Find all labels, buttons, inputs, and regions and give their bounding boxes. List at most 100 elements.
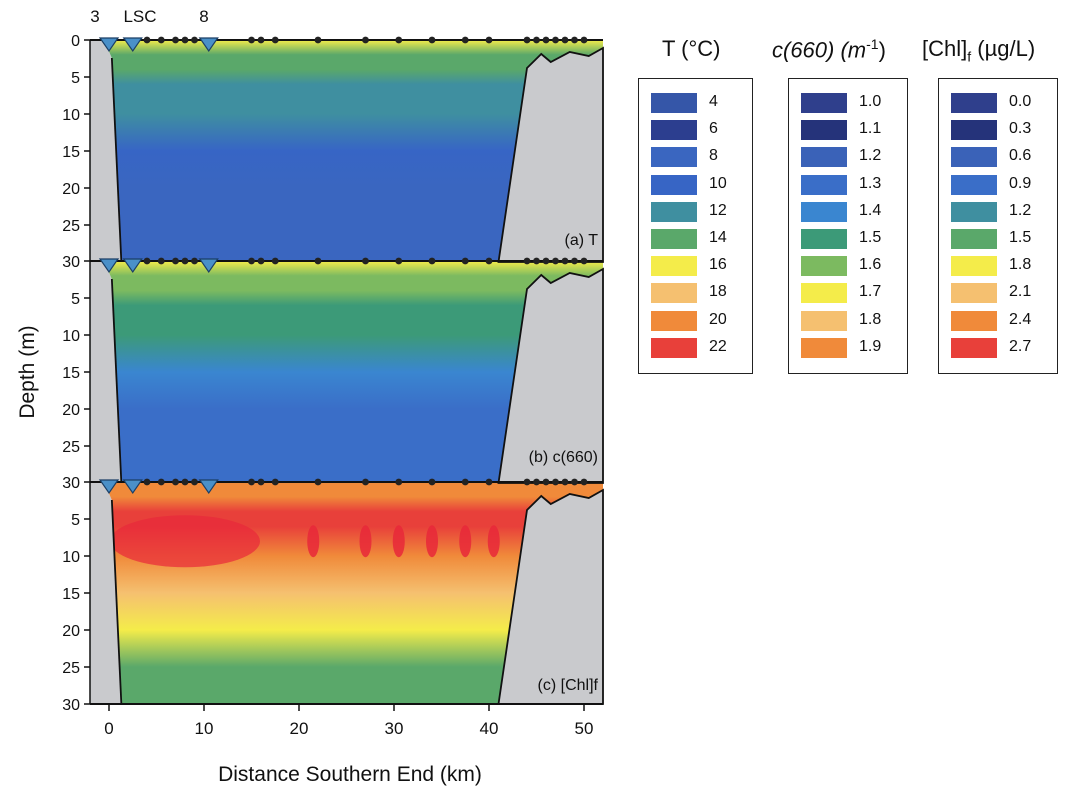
station-triangle: [198, 37, 219, 53]
panel-a-label: (a) T: [565, 232, 599, 249]
station-dot: [542, 478, 550, 486]
station-triangle: [198, 258, 219, 274]
y-tick-label: 15: [62, 586, 80, 603]
legend-swatch: [951, 310, 997, 331]
y-tick-label: 30: [62, 475, 80, 492]
legend-title-c660: c(660) (m-1): [772, 36, 886, 63]
y-axis-title: Depth (m): [16, 325, 39, 418]
legend-value-label: 2.4: [1009, 310, 1032, 328]
legend-value-label: 4: [709, 93, 718, 110]
legend-value-label: 18: [709, 283, 727, 301]
legend-title-chl: [Chl]f (µg/L): [922, 36, 1035, 64]
station-triangle: [98, 258, 120, 274]
legend-value-label: 6: [709, 120, 718, 138]
legend-value-label: 0.0: [1009, 93, 1032, 110]
station-markers: [98, 36, 588, 495]
legend-swatch: [651, 337, 697, 358]
x-tick-label: 30: [385, 719, 404, 738]
legend-chl: 0.0 0.3 0.6 0.9 1.2 1.5 1.8 2.1 2.4 2.7: [938, 78, 1058, 374]
station-dot: [271, 478, 279, 486]
land-left-edge-2: [110, 499, 123, 705]
legend-swatch: [651, 256, 697, 277]
station-triangle: [98, 37, 120, 53]
land-masks: [90, 40, 604, 705]
station-dot: [561, 478, 569, 486]
station-triangle: [98, 479, 120, 495]
station-dot: [580, 257, 588, 265]
station-dot: [561, 36, 569, 44]
station-dot: [191, 257, 198, 265]
y-tick-label: 15: [62, 365, 80, 382]
station-dot: [157, 478, 165, 486]
station-label-3: 3: [90, 7, 99, 26]
legend-value-label: 8: [709, 147, 718, 165]
station-dot: [552, 36, 559, 44]
station-dot: [271, 36, 279, 44]
station-dot: [191, 36, 198, 44]
y-tick-label: 25: [62, 439, 80, 456]
legend-value-label: 22: [709, 337, 727, 355]
station-dot: [485, 478, 493, 486]
legend-title-c660-end: ): [878, 37, 886, 63]
legend-value-label: 14: [709, 229, 727, 246]
station-dot: [271, 257, 279, 265]
legend-swatch: [651, 283, 697, 304]
legend-title-chl-end: (µg/L): [971, 36, 1036, 61]
chl-hotspot: [307, 525, 320, 558]
station-dot: [552, 478, 559, 486]
station-dot: [485, 36, 493, 44]
station-dot: [257, 257, 265, 265]
legend-swatch: [951, 283, 997, 304]
legend-value-label: 12: [709, 201, 727, 219]
legend-swatch: [951, 201, 997, 222]
legend-value-label: 2.1: [1009, 283, 1032, 301]
legend-title-chl-sub: f: [967, 48, 972, 65]
station-dot: [181, 478, 189, 486]
legend-title-c660-main: c(660) (m: [772, 37, 867, 63]
station-dot: [580, 36, 588, 44]
x-tick-label: 10: [195, 719, 214, 738]
legend-value-label: 0.9: [1009, 174, 1032, 192]
legend-title-t: T (°C): [662, 36, 721, 61]
y-tick-label: 20: [62, 402, 80, 419]
chl-hotspot: [487, 525, 500, 558]
legend-swatch: [951, 337, 997, 358]
station-dot: [571, 478, 578, 486]
y-tick-label: 25: [62, 660, 80, 677]
legend-swatch: [651, 120, 697, 141]
legend-swatch: [801, 147, 847, 168]
legend-value-label: 1.9: [859, 337, 882, 355]
station-dot: [314, 36, 322, 44]
legend-swatch: [801, 310, 847, 331]
legend-swatch: [651, 201, 697, 222]
legend-swatch: [951, 147, 997, 168]
legend-swatch: [651, 174, 697, 195]
station-dot: [257, 36, 265, 44]
legend-swatch: [951, 93, 997, 113]
station-dot: [191, 478, 198, 486]
legend-value-label: 1.8: [1009, 256, 1032, 274]
station-dot: [143, 478, 151, 486]
chl-hotspot: [359, 525, 372, 558]
station-dot: [181, 36, 189, 44]
legend-value-label: 1.0: [859, 93, 882, 110]
land-right-2: [497, 488, 604, 705]
station-dot: [552, 257, 559, 265]
legend-swatch: [801, 174, 847, 195]
legend-c660: 1.0 1.1 1.2 1.3 1.4 1.5 1.6 1.7 1.8 1.9: [788, 78, 908, 374]
station-dot: [461, 257, 469, 265]
station-dot: [523, 478, 531, 486]
legend-swatch: [651, 229, 697, 249]
legend-swatch: [801, 120, 847, 141]
land-right-0: [497, 46, 604, 263]
legend-value-label: 1.3: [859, 174, 882, 192]
station-dot: [143, 36, 151, 44]
legend-swatch: [651, 310, 697, 331]
y-tick-label: 10: [62, 328, 80, 345]
land-left-edge-0: [110, 57, 123, 263]
station-dot: [172, 478, 179, 486]
station-dot: [561, 257, 569, 265]
station-dot: [172, 257, 179, 265]
legend-swatch: [801, 256, 847, 277]
